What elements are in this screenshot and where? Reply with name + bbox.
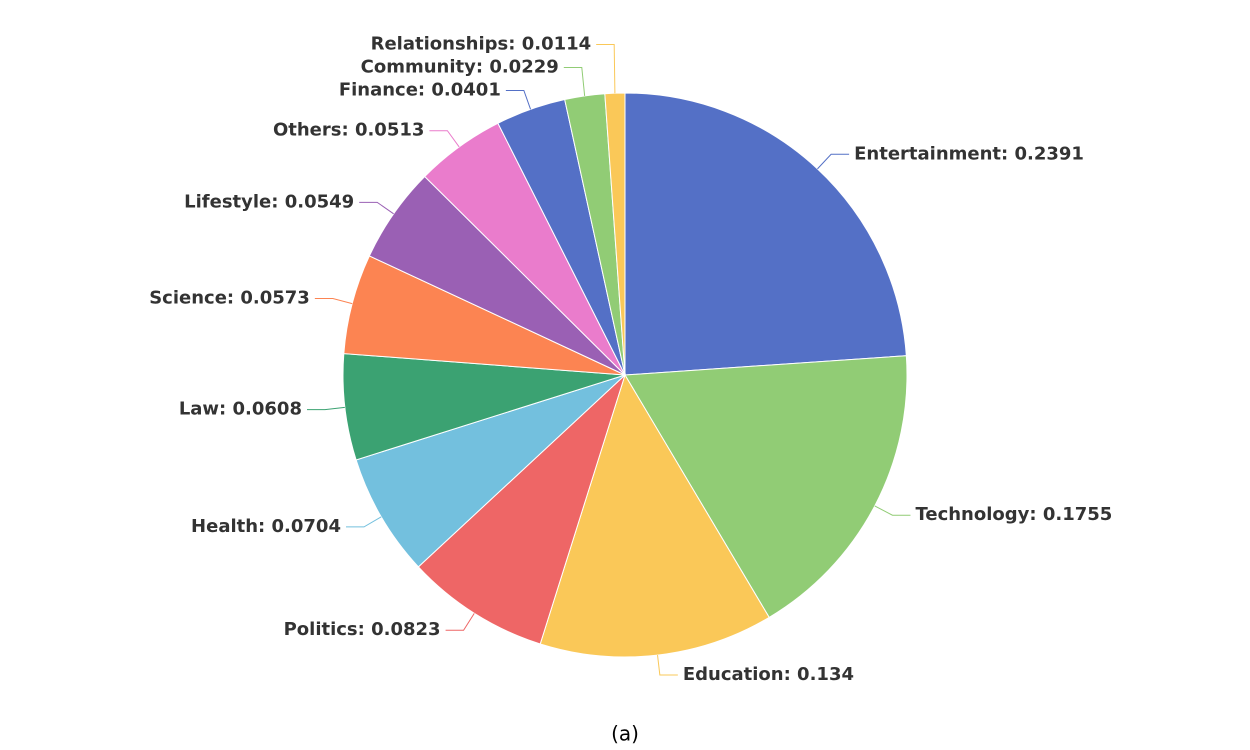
caption: (a) <box>611 722 639 746</box>
leader-line <box>314 298 353 305</box>
pie-slice <box>417 373 627 645</box>
pie-slice <box>355 374 626 568</box>
data-label: Finance: 0.0401 <box>339 79 501 100</box>
data-label: Science: 0.0573 <box>149 288 310 309</box>
leader-line <box>429 130 460 148</box>
pie-slice <box>539 373 770 658</box>
data-label: Law: 0.0608 <box>179 399 302 420</box>
data-label: Politics: 0.0823 <box>284 619 441 640</box>
data-label: Relationships: 0.0114 <box>371 33 592 54</box>
leader-line <box>874 505 911 516</box>
leader-line <box>505 89 532 110</box>
data-label: Technology: 0.1755 <box>915 504 1112 525</box>
data-label: Community: 0.0229 <box>361 56 559 77</box>
leader-line <box>445 613 475 631</box>
pie-slice <box>624 92 907 376</box>
data-label: Health: 0.0704 <box>191 516 341 537</box>
leader-line <box>817 153 850 170</box>
leader-line <box>306 406 345 411</box>
pie-slice <box>624 355 908 619</box>
leader-line <box>657 655 678 676</box>
data-label: Lifestyle: 0.0549 <box>184 191 354 212</box>
leader-line <box>563 66 586 96</box>
leader-line <box>359 201 394 215</box>
data-label: Others: 0.0513 <box>273 120 424 141</box>
data-label: Education: 0.134 <box>683 664 854 685</box>
data-label: Entertainment: 0.2391 <box>854 143 1084 164</box>
leader-line <box>345 516 382 528</box>
leader-line <box>596 43 616 94</box>
